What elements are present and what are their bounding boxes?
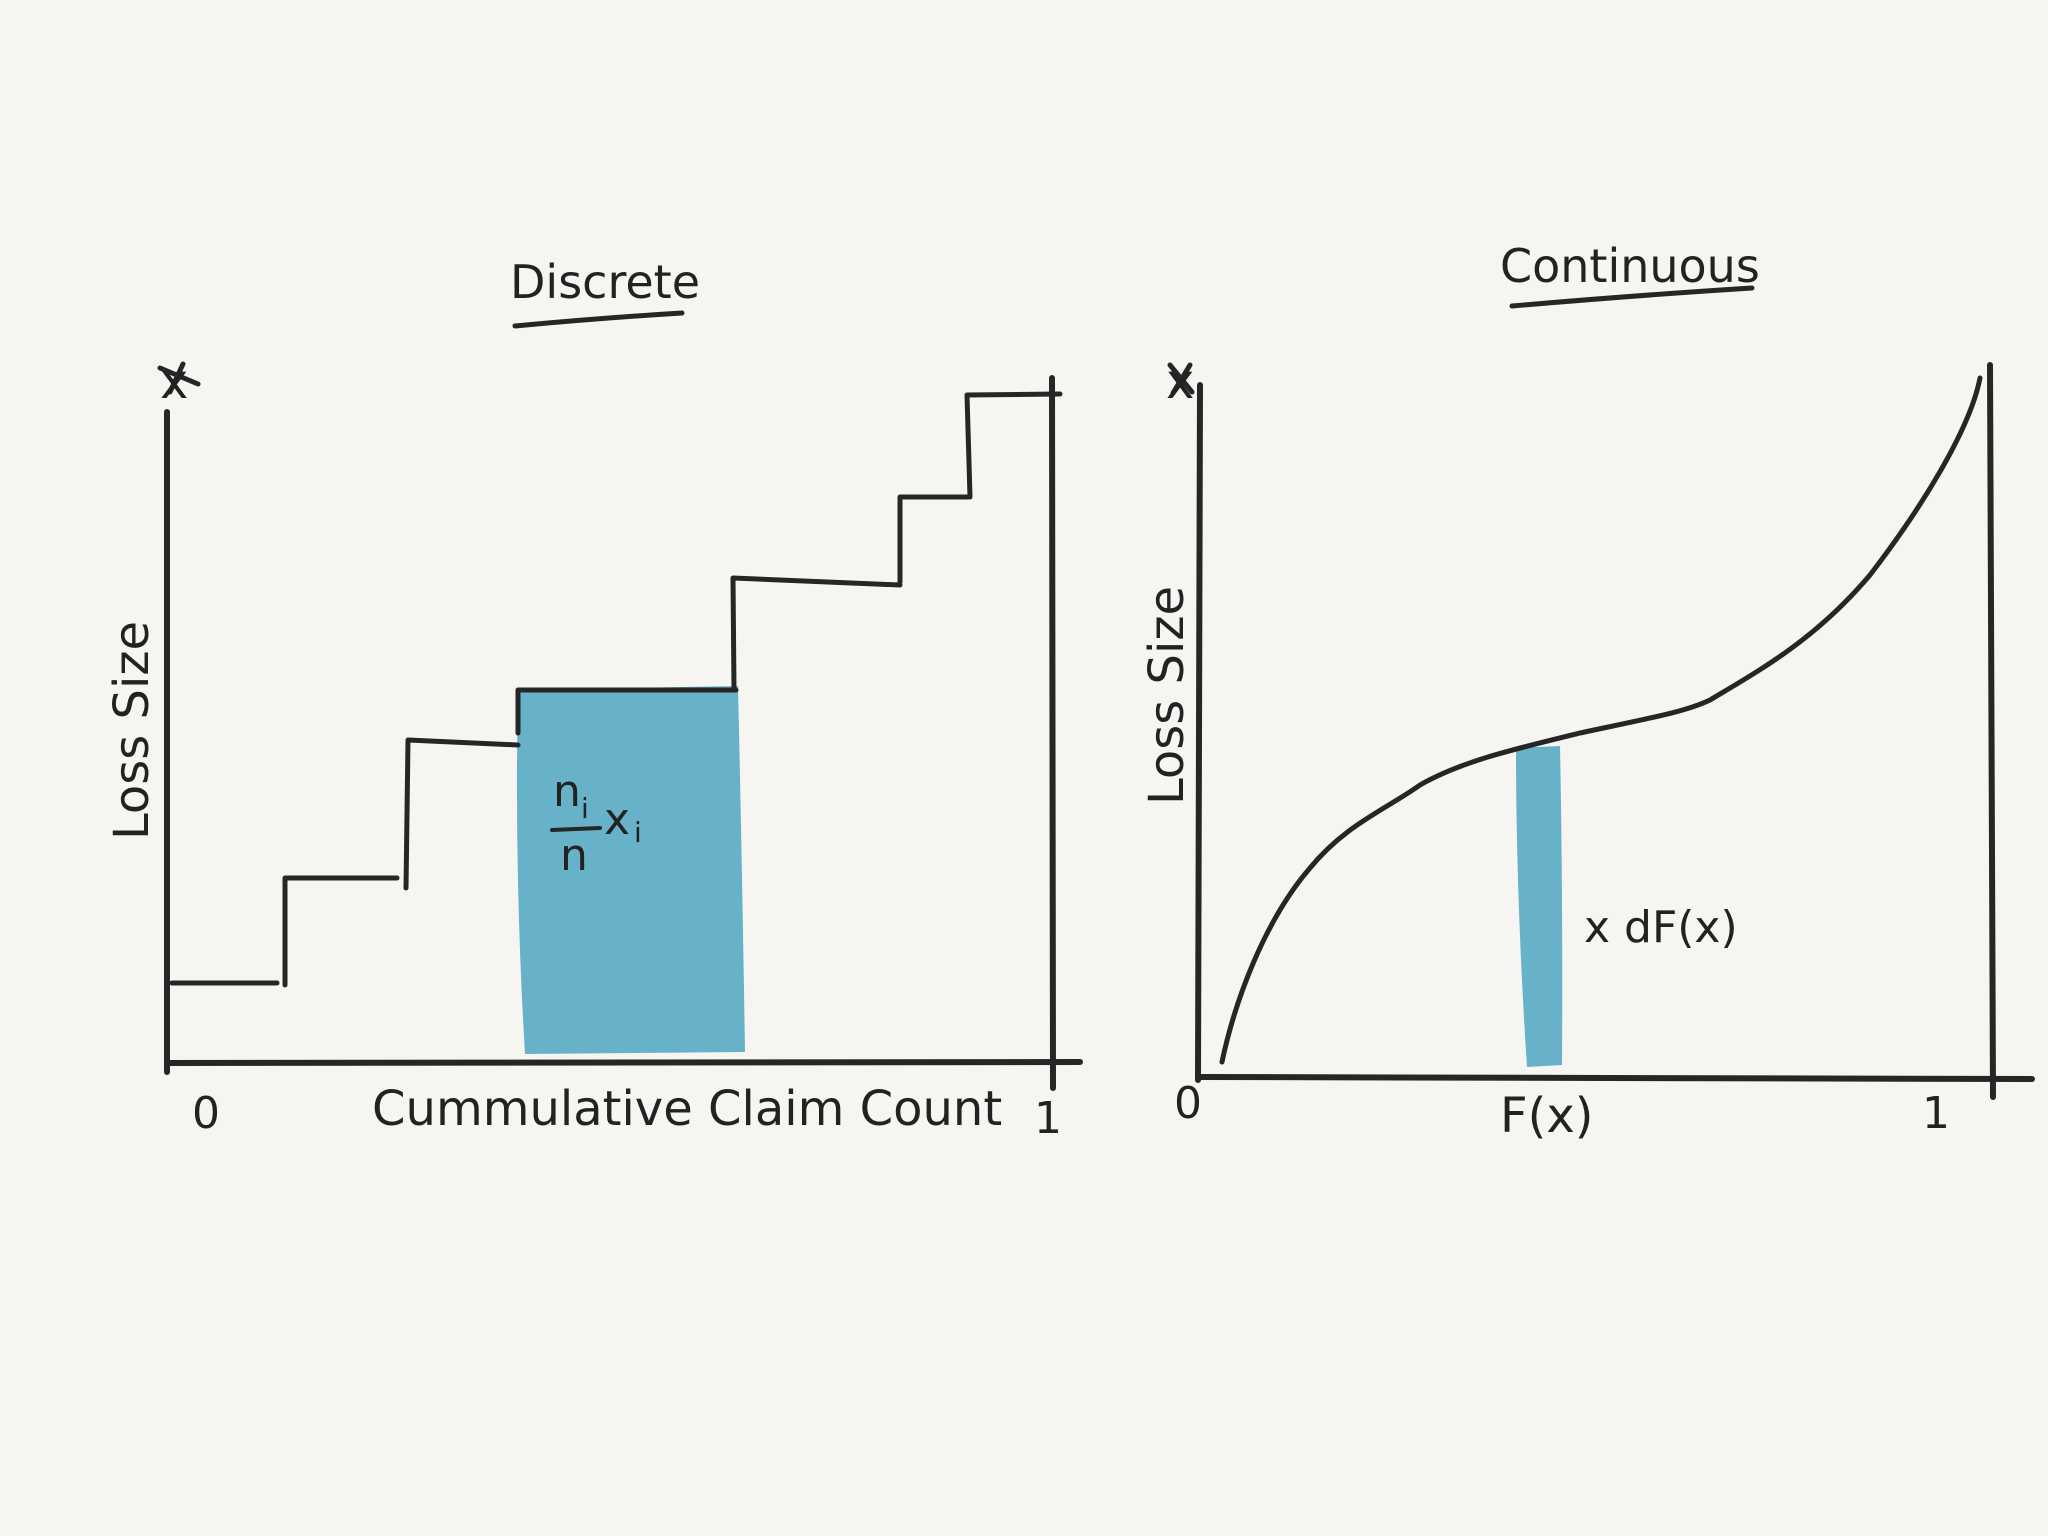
continuous-y-axis-label: Loss Size <box>1139 586 1195 805</box>
continuous-title: Continuous <box>1500 239 1760 293</box>
discrete-y-axis-arrow <box>157 361 201 395</box>
continuous-curve <box>1219 375 1983 1065</box>
continuous-shaded-strip <box>1516 746 1563 1067</box>
discrete-shaded-label: n i n x i <box>550 766 642 881</box>
shaded-label-fraction-bar <box>550 826 602 832</box>
discrete-y-axis-label: Loss Size <box>104 621 160 840</box>
shaded-label-var: x <box>604 794 630 845</box>
discrete-x-tick-end: 1 <box>1034 1093 1062 1144</box>
continuous-right-boundary <box>1987 362 1996 1100</box>
discrete-x-tick-start: 0 <box>192 1088 220 1139</box>
continuous-y-axis-arrow <box>1167 362 1195 396</box>
continuous-panel: Continuous Loss Size x F(x) 0 1 x dF(x) <box>1139 239 2035 1144</box>
shaded-label-numerator-sub: i <box>581 792 589 825</box>
continuous-x-tick-end: 1 <box>1922 1088 1950 1139</box>
discrete-y-axis-symbol: x <box>160 354 188 410</box>
continuous-title-underline <box>1509 285 1755 309</box>
discrete-x-axis <box>164 1059 1083 1066</box>
continuous-y-axis <box>1195 382 1203 1083</box>
discrete-x-axis-label: Cummulative Claim Count <box>372 1081 1002 1137</box>
continuous-x-axis <box>1195 1074 2035 1082</box>
continuous-x-axis-label: F(x) <box>1500 1088 1593 1144</box>
continuous-y-axis-symbol: x <box>1166 354 1194 410</box>
shaded-label-denominator: n <box>560 830 588 881</box>
discrete-step-line <box>169 391 1063 988</box>
shaded-label-numerator: n <box>553 766 581 817</box>
shaded-label-var-sub: i <box>634 816 642 849</box>
discrete-right-boundary <box>1049 375 1056 1091</box>
continuous-x-tick-start: 0 <box>1174 1078 1202 1129</box>
continuous-strip-label: x dF(x) <box>1584 902 1738 953</box>
discrete-shaded-area <box>516 686 745 1054</box>
discrete-title: Discrete <box>510 255 700 309</box>
discrete-panel: Discrete Loss Size x Cummulative Claim C… <box>104 255 1083 1144</box>
discrete-title-underline <box>512 310 685 329</box>
